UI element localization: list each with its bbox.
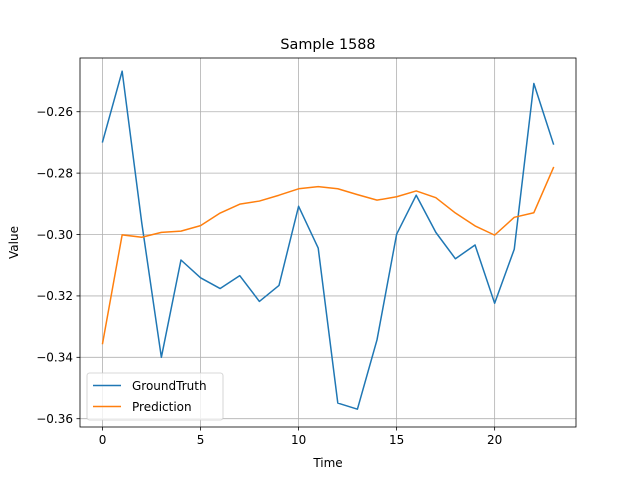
axis-ticks: 0 5 10 15 20 −0.36 −0.34 −0.32 −0.30 −0.28 −0.26 bbox=[36, 105, 502, 447]
y-tick-label: −0.34 bbox=[36, 351, 73, 365]
grid bbox=[80, 58, 576, 427]
x-tick-label: 15 bbox=[389, 433, 404, 447]
chart-title: Sample 1588 bbox=[280, 37, 375, 53]
y-axis-label: Value bbox=[7, 226, 21, 259]
x-tick-label: 0 bbox=[99, 433, 107, 447]
legend-label: GroundTruth bbox=[132, 379, 207, 393]
y-tick-label: −0.30 bbox=[36, 228, 73, 242]
series-line-groundtruth bbox=[101, 70, 555, 410]
series-lines bbox=[101, 70, 555, 410]
x-tick-label: 5 bbox=[197, 433, 205, 447]
x-axis-label: Time bbox=[312, 456, 342, 470]
x-tick-label: 20 bbox=[487, 433, 502, 447]
series-line-prediction bbox=[101, 166, 555, 345]
plot-frame bbox=[79, 57, 577, 428]
y-tick-label: −0.28 bbox=[36, 166, 73, 180]
legend-label: Prediction bbox=[132, 400, 192, 414]
y-tick-label: −0.36 bbox=[36, 412, 73, 426]
legend: GroundTruth Prediction bbox=[86, 372, 224, 421]
y-tick-label: −0.32 bbox=[36, 289, 73, 303]
y-tick-label: −0.26 bbox=[36, 105, 73, 119]
x-tick-label: 10 bbox=[291, 433, 306, 447]
